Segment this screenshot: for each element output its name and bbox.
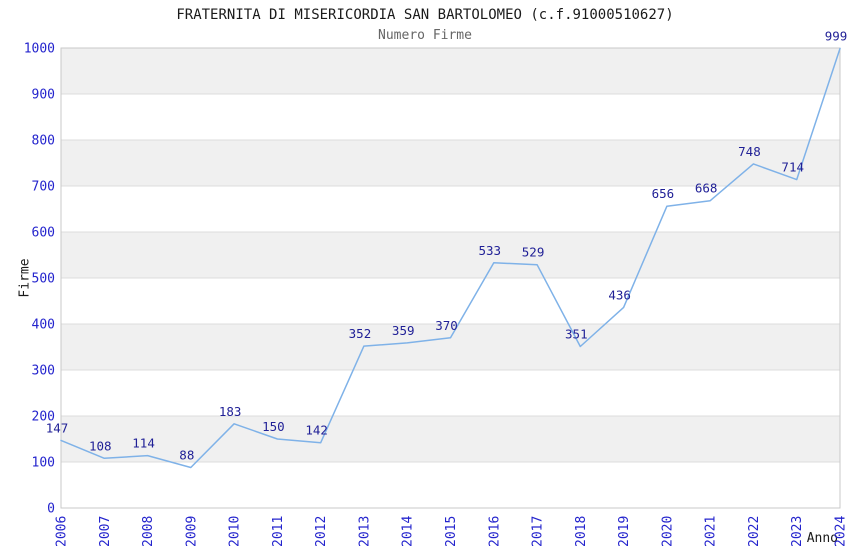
data-point-label: 114 [132, 436, 155, 451]
y-tick-label: 600 [32, 226, 55, 241]
x-tick-label: 2018 [574, 516, 589, 547]
y-tick-label: 800 [32, 134, 55, 149]
data-point-label: 183 [219, 404, 242, 419]
x-tick-label: 2021 [704, 516, 719, 547]
data-point-label: 351 [565, 327, 588, 342]
data-point-label: 533 [478, 243, 501, 258]
x-tick-label: 2011 [271, 516, 286, 547]
x-tick-label: 2013 [357, 516, 372, 547]
data-point-label: 352 [349, 326, 372, 341]
plot-band [61, 140, 840, 186]
data-point-label: 999 [825, 28, 848, 43]
y-tick-label: 400 [32, 318, 55, 333]
data-point-label: 656 [652, 186, 675, 201]
x-tick-label: 2014 [401, 516, 416, 547]
x-tick-label: 2006 [55, 516, 70, 547]
data-point-label: 147 [46, 420, 69, 435]
data-point-label: 714 [781, 160, 804, 175]
x-tick-label: 2008 [141, 516, 156, 547]
x-axis-title: Anno [806, 531, 838, 546]
data-point-label: 108 [89, 438, 112, 453]
x-tick-label: 2010 [228, 516, 243, 547]
plot-band [61, 370, 840, 416]
x-tick-label: 2007 [98, 516, 113, 547]
data-point-label: 142 [305, 423, 328, 438]
data-series-line [60, 47, 841, 469]
data-point-label: 88 [179, 448, 194, 463]
plot-band [61, 324, 840, 370]
plot-border [60, 47, 841, 509]
x-tick-label: 2022 [747, 516, 762, 547]
data-point-label: 668 [695, 181, 718, 196]
x-tick-label: 2015 [444, 516, 459, 547]
data-point-label: 150 [262, 419, 285, 434]
plot-band [61, 94, 840, 140]
x-tick-label: 2020 [660, 516, 675, 547]
plot-band [61, 278, 840, 324]
chart-title: FRATERNITA DI MISERICORDIA SAN BARTOLOME… [176, 7, 674, 23]
x-tick-label: 2016 [487, 516, 502, 547]
data-point-label: 748 [738, 144, 761, 159]
x-tick-label: 2017 [531, 516, 546, 547]
plot-band [61, 416, 840, 462]
y-tick-label: 300 [32, 364, 55, 379]
data-point-label: 359 [392, 323, 415, 338]
y-tick-label: 700 [32, 180, 55, 195]
plot-band [61, 48, 840, 94]
plot-band [61, 186, 840, 232]
y-tick-label: 200 [32, 410, 55, 425]
data-point-label: 370 [435, 318, 458, 333]
data-point-label: 529 [522, 245, 545, 260]
data-point-label: 436 [608, 287, 631, 302]
x-tick-label: 2023 [790, 516, 805, 547]
y-tick-label: 1000 [24, 42, 55, 57]
chart-subtitle: Numero Firme [378, 28, 472, 43]
y-tick-label: 900 [32, 88, 55, 103]
x-tick-label: 2009 [184, 516, 199, 547]
plot-band [61, 462, 840, 508]
y-tick-label: 0 [47, 502, 55, 517]
y-tick-label: 500 [32, 272, 55, 287]
plot-band [61, 232, 840, 278]
x-tick-label: 2019 [617, 516, 632, 547]
y-tick-label: 100 [32, 456, 55, 471]
x-tick-label: 2012 [314, 516, 329, 547]
x-tick-label: 2024 [834, 516, 849, 547]
